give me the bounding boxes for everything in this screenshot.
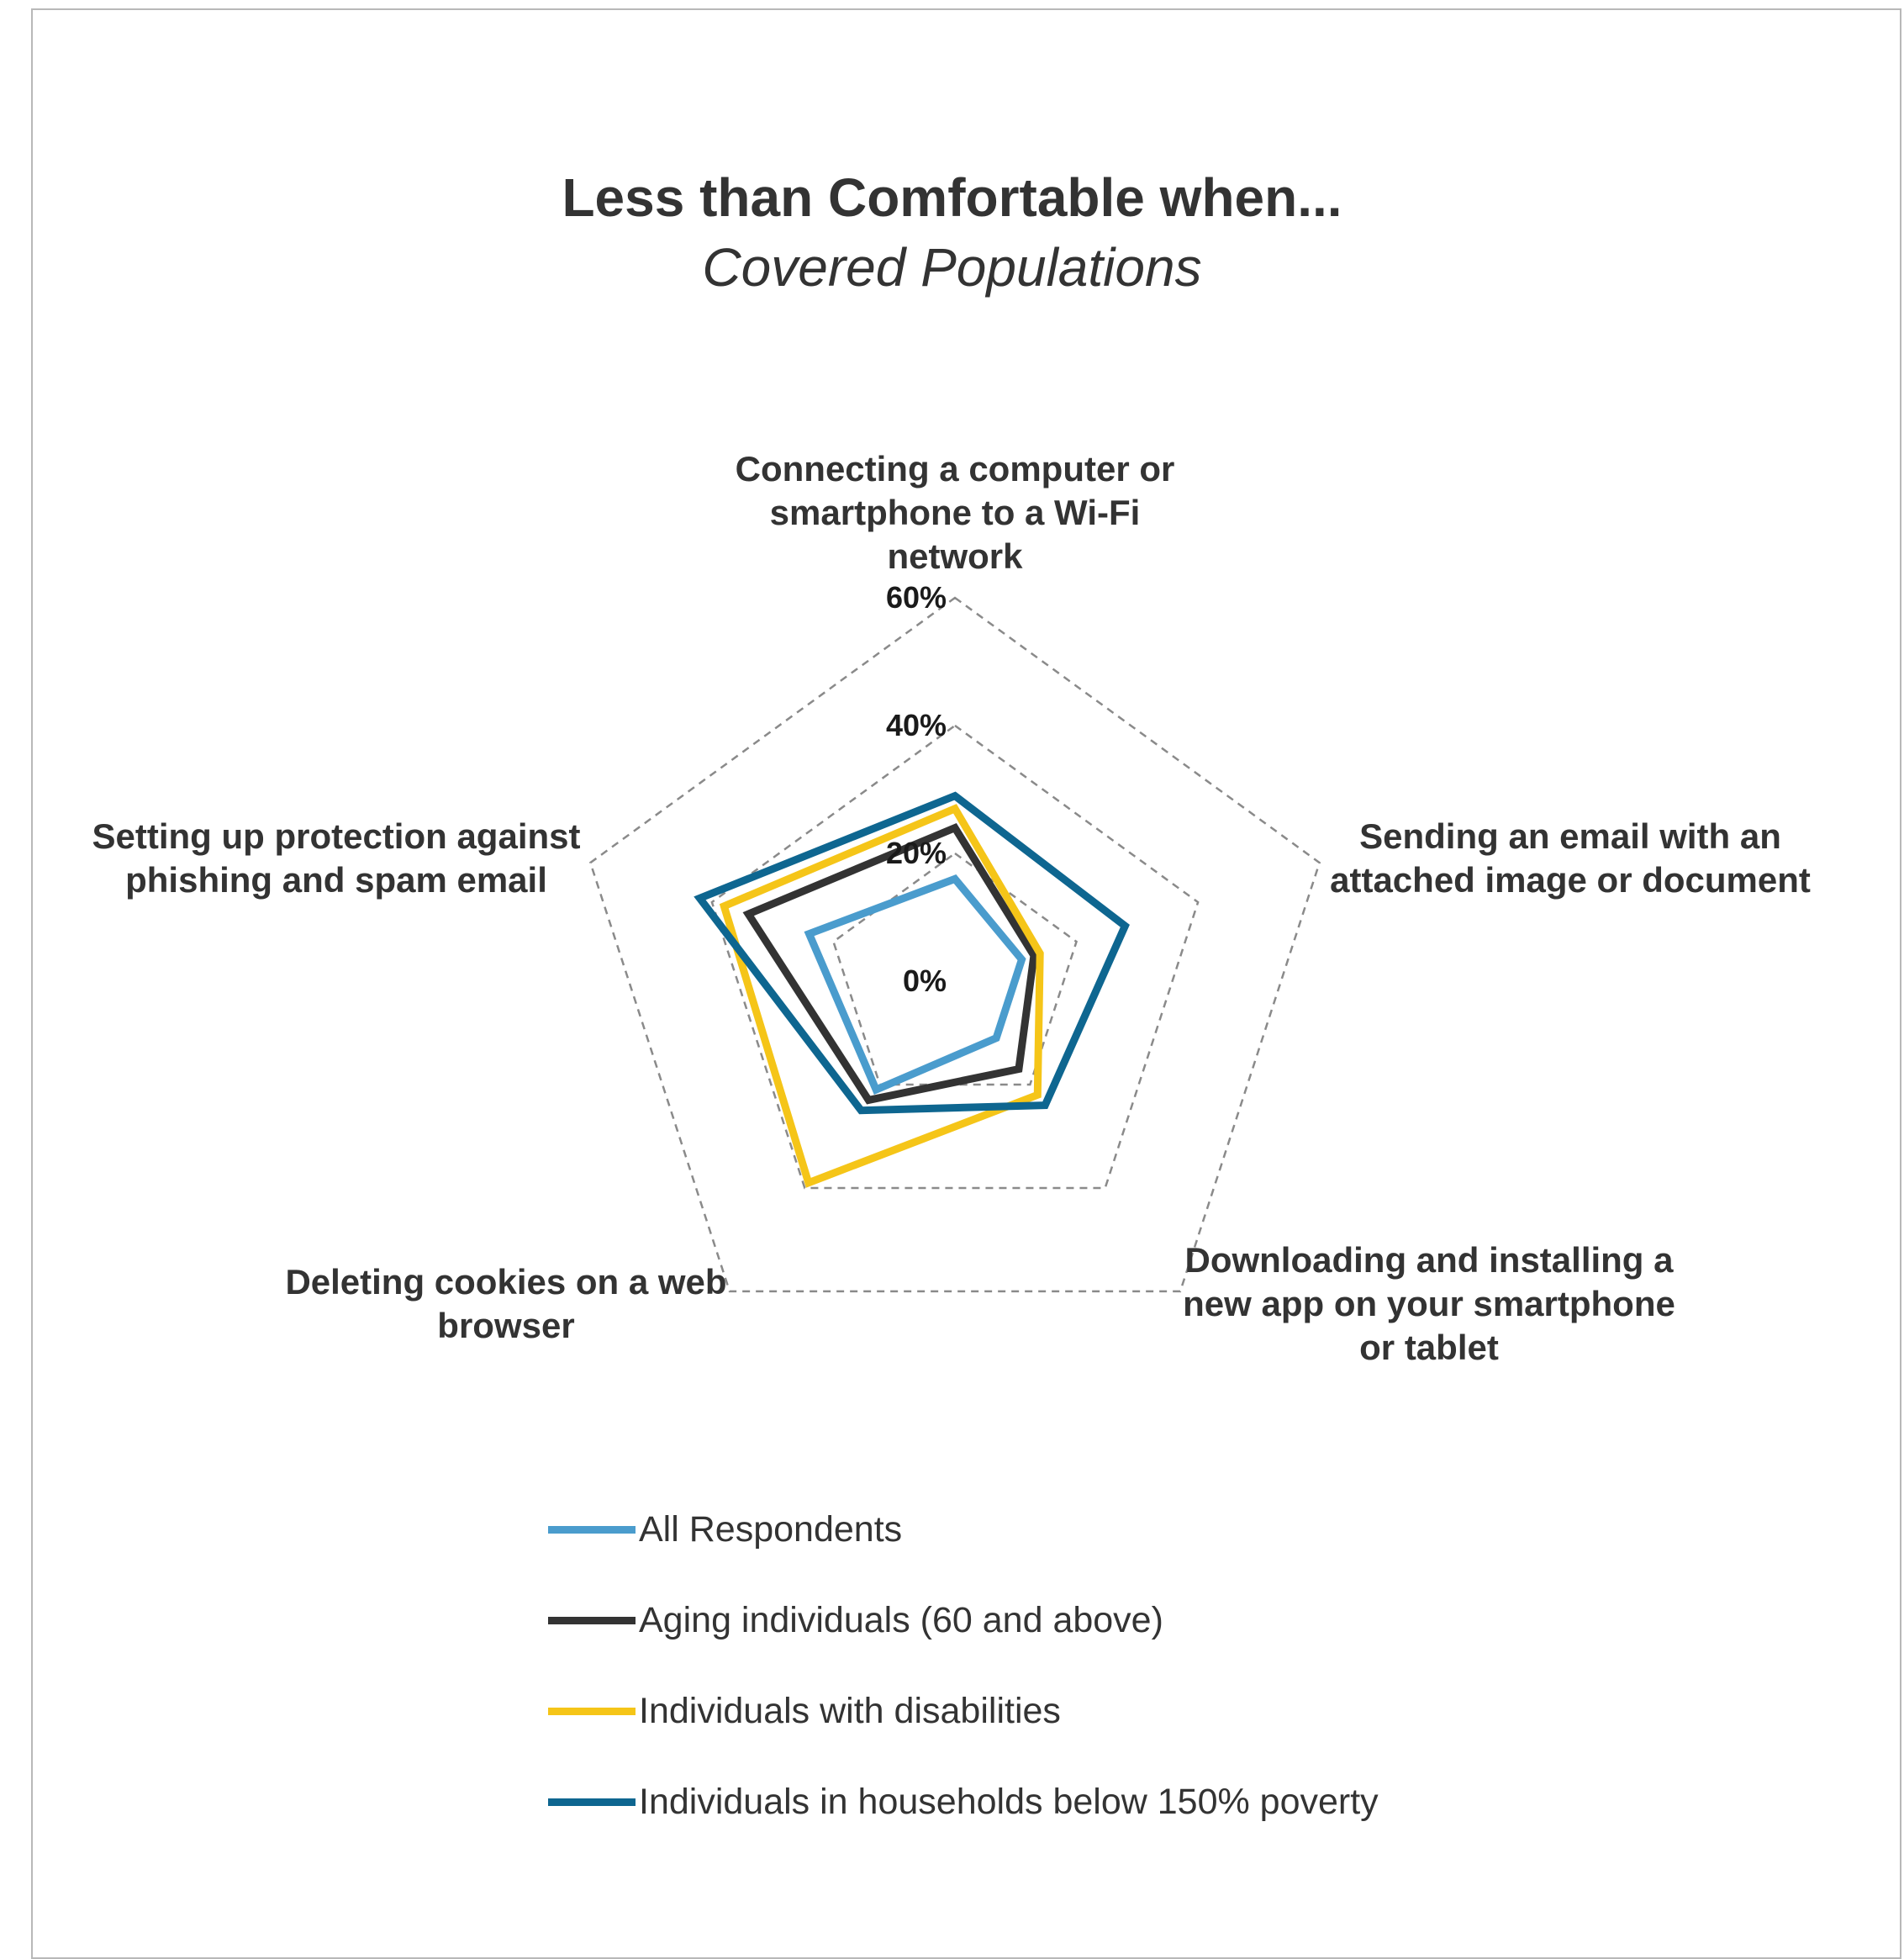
- series-line-1: [742, 822, 1038, 1105]
- gridlines: [588, 596, 1321, 1293]
- series-line-3: [694, 791, 1130, 1115]
- series-line-0: [804, 874, 1026, 1096]
- legend-item: Individuals with disabilities: [548, 1666, 1379, 1756]
- legend-label: Individuals in households below 150% pov…: [639, 1781, 1379, 1822]
- tick-labels: 0% 20% 40% 60%: [886, 580, 947, 998]
- chart-frame: [31, 8, 1901, 1959]
- legend-item: Individuals in households below 150% pov…: [548, 1756, 1379, 1847]
- axis-labels: Connecting a computer or smartphone to a …: [92, 449, 1810, 1367]
- gridline-2: [710, 724, 1200, 1190]
- chart-title: Less than Comfortable when...: [562, 167, 1342, 228]
- axis-label-2: Downloading and installing a new app on y…: [1183, 1240, 1675, 1367]
- legend-label: All Respondents: [639, 1508, 903, 1550]
- chart-subtitle: Covered Populations: [702, 237, 1202, 298]
- gridline-3: [588, 596, 1321, 1293]
- legend-label: Aging individuals (60 and above): [639, 1599, 1163, 1640]
- legend-swatch: [548, 1798, 636, 1806]
- legend-swatch: [548, 1616, 636, 1624]
- series-group: [694, 791, 1130, 1188]
- gridline-1: [831, 852, 1079, 1086]
- legend-item: All Respondents: [548, 1484, 1379, 1575]
- legend-swatch: [548, 1525, 636, 1534]
- series-line-2: [719, 804, 1044, 1188]
- legend-item: Aging individuals (60 and above): [548, 1575, 1379, 1666]
- axis-label-4: Setting up protection against phishing an…: [92, 816, 580, 900]
- tick-label-3: 60%: [886, 580, 947, 615]
- axis-label-0: Connecting a computer or smartphone to a …: [736, 449, 1175, 576]
- tick-label-1: 20%: [886, 836, 947, 870]
- axis-label-3: Deleting cookies on a web browser: [285, 1262, 726, 1345]
- legend: All Respondents Aging individuals (60 and…: [548, 1484, 1379, 1847]
- tick-label-2: 40%: [886, 708, 947, 742]
- legend-label: Individuals with disabilities: [639, 1690, 1061, 1731]
- axis-label-1: Sending an email with an attached image o…: [1330, 816, 1811, 900]
- legend-swatch: [548, 1707, 636, 1715]
- tick-label-0: 0%: [903, 964, 947, 998]
